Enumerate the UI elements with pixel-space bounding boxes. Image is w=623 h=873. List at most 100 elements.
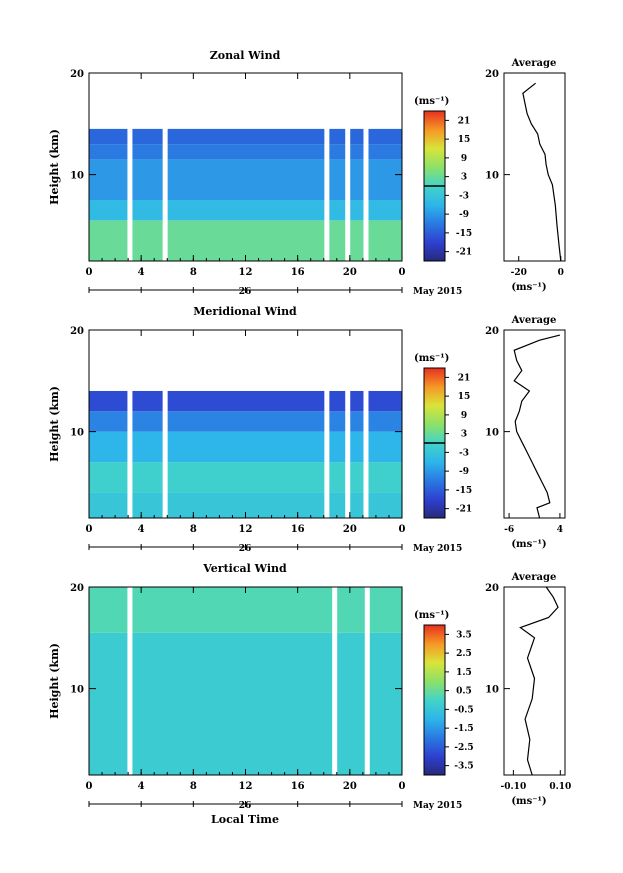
gap-columns	[127, 330, 369, 518]
heatmap-band	[89, 431, 402, 463]
data-gap	[363, 330, 369, 518]
heatmap-band	[89, 144, 402, 160]
colorbar-tick-label: 0.5	[456, 687, 472, 697]
colorbar-tick-label: 9	[461, 411, 467, 421]
x-tick-label: 4	[138, 524, 145, 535]
colorbar-tick-label: -21	[456, 248, 472, 258]
average-y-tick-label: 10	[485, 428, 499, 439]
average-title: Average	[511, 572, 557, 583]
colorbar-tick-label: -3.5	[454, 762, 473, 772]
gap-columns	[127, 587, 370, 775]
x-tick-label: 0	[86, 781, 93, 792]
y-axis-label: Height (km)	[48, 129, 61, 205]
x-tick-label: 8	[190, 267, 197, 278]
colorbar-unit: (ms⁻¹)	[414, 96, 449, 107]
heatmap-band	[89, 587, 402, 633]
panel-title: Zonal Wind	[210, 49, 281, 62]
colorbar-tick-label: 9	[461, 154, 467, 164]
average-profile-line	[513, 334, 561, 519]
data-gap	[324, 330, 330, 518]
y-tick-label: 20	[70, 326, 84, 337]
panel-zonal: Zonal Wind 0 4 8 12 16 20 0 10 20 Height (km) 2…	[48, 49, 566, 297]
data-gap	[345, 73, 351, 261]
data-gap	[162, 330, 168, 518]
colorbar-tick-label: 15	[458, 135, 471, 145]
data-gap	[127, 330, 133, 518]
x-tick-label: 12	[239, 781, 253, 792]
x-axis-label: Local Time	[211, 813, 279, 826]
average-profile-line	[519, 586, 559, 776]
date-label: May 2015	[413, 544, 462, 554]
panel-vertical: Vertical Wind 0 4 8 12 16 20 0 10 20 Height (km…	[48, 562, 571, 826]
x-axis: 0 4 8 12 16 20 0	[86, 330, 406, 550]
data-gap	[127, 587, 133, 775]
average-axes: -6 4 10 20	[485, 326, 563, 535]
heatmap-fill	[89, 390, 402, 518]
average-title: Average	[511, 58, 557, 69]
heatmap-fill	[89, 128, 402, 261]
average-unit: (ms⁻¹)	[511, 539, 546, 550]
colorbar-tick-label: -3	[459, 448, 469, 458]
colorbar-tick-label: 2.5	[456, 649, 472, 659]
average-frame	[503, 329, 566, 519]
average-unit: (ms⁻¹)	[511, 796, 546, 807]
colorbar-tick-label: 3	[461, 430, 467, 440]
average-x-tick-label: 4	[557, 525, 563, 535]
colorbar-ticks: 3.5 2.5 1.5 0.5 -0.5 -1.5 -2.5 -3.5	[445, 630, 474, 772]
colorbar-unit: (ms⁻¹)	[414, 353, 449, 364]
colorbar-tick-label: 21	[458, 116, 471, 126]
colorbar-tick-label: -9	[459, 467, 469, 477]
y-tick-label: 20	[70, 69, 84, 80]
y-axis: 10 20	[70, 583, 402, 696]
colorbar-tick-label: -9	[459, 210, 469, 220]
x-tick-label: 16	[291, 524, 305, 535]
y-axis: 10 20	[70, 326, 402, 439]
heatmap-band	[89, 411, 402, 432]
panel-meridional: Meridional Wind 0 4 8 12 16 20 0 10 20 Height (…	[48, 305, 566, 554]
average-y-tick-label: 10	[485, 171, 499, 182]
y-tick-label: 20	[70, 583, 84, 594]
x-tick-label: 20	[343, 267, 357, 278]
colorbar-tick-label: 21	[458, 373, 471, 383]
average-x-tick-label: 0	[558, 268, 564, 278]
x-tick-label: 20	[343, 524, 357, 535]
average-frame	[503, 72, 566, 262]
average-frame	[503, 586, 566, 776]
colorbar-tick-label: 3.5	[456, 630, 472, 640]
colorbar-tick-label: 3	[461, 173, 467, 183]
data-gap	[162, 73, 168, 261]
colorbar-tick-label: -0.5	[454, 705, 473, 715]
average-y-tick-label: 20	[485, 326, 499, 337]
average-x-tick-label: 0.10	[549, 782, 571, 792]
date-label: May 2015	[413, 801, 462, 811]
average-axes: -0.10 0.10 10 20	[485, 583, 571, 792]
heatmap-band	[89, 632, 402, 775]
colorbar-tick-label: 15	[458, 392, 471, 402]
average-title: Average	[511, 315, 557, 326]
average-unit: (ms⁻¹)	[511, 282, 546, 293]
average-y-tick-label: 20	[485, 69, 499, 80]
data-gap	[332, 587, 338, 775]
heatmap-band	[89, 390, 402, 412]
average-y-tick-label: 20	[485, 583, 499, 594]
heatmap-band	[89, 159, 402, 201]
average-y-tick-label: 10	[485, 685, 499, 696]
colorbar-ticks: 21 15 9 3 -3 -9 -15 -21	[445, 116, 472, 258]
date-label: May 2015	[413, 287, 462, 297]
average-x-tick-label: -6	[504, 525, 514, 535]
x-tick-label: 8	[190, 524, 197, 535]
data-gap	[364, 587, 370, 775]
day-label: 26	[239, 801, 252, 811]
x-tick-label: 8	[190, 781, 197, 792]
y-axis-label: Height (km)	[48, 386, 61, 462]
x-tick-label: 12	[239, 524, 253, 535]
day-label: 26	[239, 287, 252, 297]
average-profile-line	[522, 82, 562, 262]
average-x-tick-label: -20	[511, 268, 527, 278]
colorbar-tick-label: -15	[456, 229, 472, 239]
x-tick-label: 4	[138, 267, 145, 278]
colorbar-tick-label: -3	[459, 191, 469, 201]
y-tick-label: 10	[70, 171, 84, 182]
panel-title: Vertical Wind	[202, 562, 287, 575]
data-gap	[324, 73, 330, 261]
